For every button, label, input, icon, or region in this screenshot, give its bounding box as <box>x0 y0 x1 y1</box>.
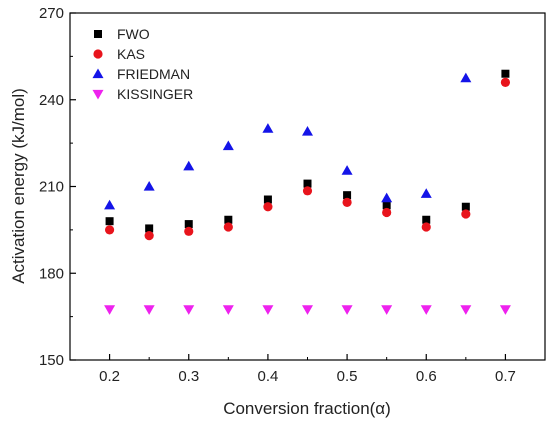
point-friedman <box>341 165 353 175</box>
point-friedman <box>104 199 116 210</box>
point-kas <box>382 207 392 218</box>
ticks-layer: 0.2 0.3 0.4 0.5 0.6 0.7 150 180 210 240 270 <box>39 5 516 385</box>
point-friedman <box>302 126 313 136</box>
y-tick-label: 240 <box>39 92 64 109</box>
point-fwo <box>303 179 312 188</box>
x-axis-title: Conversion fraction(α) <box>223 399 391 418</box>
point-kas <box>144 231 154 241</box>
point-kas <box>461 209 471 219</box>
point-friedman <box>143 181 155 191</box>
point-kissinger <box>381 305 393 315</box>
point-kas <box>342 197 352 208</box>
point-kas <box>302 186 313 196</box>
legend-marker-fwo <box>94 30 102 38</box>
point-friedman <box>222 140 234 151</box>
point-fwo <box>461 202 470 211</box>
legend-label-friedman: FRIEDMAN <box>117 66 190 82</box>
point-kas <box>263 202 273 212</box>
legend-marker-friedman <box>92 68 104 79</box>
x-tick-label: 0.6 <box>416 368 437 385</box>
y-tick-label: 270 <box>39 5 64 22</box>
legend-marker-kissinger <box>92 89 104 100</box>
point-kas <box>184 226 194 236</box>
point-kissinger <box>341 305 353 315</box>
point-kas <box>104 225 115 235</box>
legend: FWO KAS FRIEDMAN KISSINGER <box>92 26 193 102</box>
point-friedman <box>460 72 472 83</box>
points-layer <box>104 69 511 315</box>
x-tick-label: 0.4 <box>257 368 278 385</box>
x-tick-label: 0.3 <box>178 368 199 385</box>
legend-label-fwo: FWO <box>117 26 150 42</box>
legend-label-kas: KAS <box>117 46 145 62</box>
point-friedman <box>381 192 393 203</box>
point-kissinger <box>183 305 195 315</box>
point-fwo <box>501 69 510 78</box>
y-tick-label: 210 <box>39 179 64 196</box>
y-tick-label: 180 <box>39 265 64 282</box>
x-tick-label: 0.5 <box>337 368 358 385</box>
point-fwo <box>263 195 272 204</box>
point-fwo <box>382 201 391 210</box>
point-fwo <box>224 215 233 224</box>
y-axis-title: Activation energy (kJ/mol) <box>9 88 28 284</box>
legend-label-kissinger: KISSINGER <box>117 86 193 102</box>
point-kissinger <box>104 305 116 315</box>
y-tick-label: 150 <box>39 352 64 369</box>
point-kissinger <box>222 305 234 315</box>
point-fwo <box>422 215 431 224</box>
point-kissinger <box>499 305 511 315</box>
x-tick-label: 0.2 <box>99 368 120 385</box>
point-fwo <box>184 220 193 229</box>
point-kissinger <box>302 305 313 315</box>
legend-marker-kas <box>93 49 103 59</box>
plot-frame <box>69 12 546 361</box>
point-fwo <box>343 191 352 200</box>
point-kas <box>500 77 511 87</box>
x-tick-label: 0.7 <box>495 368 516 385</box>
point-friedman <box>262 123 274 133</box>
point-friedman <box>183 160 195 171</box>
point-fwo <box>105 217 114 226</box>
point-kas <box>223 222 233 232</box>
point-friedman <box>420 188 432 198</box>
point-kissinger <box>262 305 274 315</box>
point-kissinger <box>460 305 472 315</box>
point-fwo <box>145 224 154 233</box>
point-kas <box>421 222 431 232</box>
point-kissinger <box>143 305 155 315</box>
point-kissinger <box>420 305 432 315</box>
